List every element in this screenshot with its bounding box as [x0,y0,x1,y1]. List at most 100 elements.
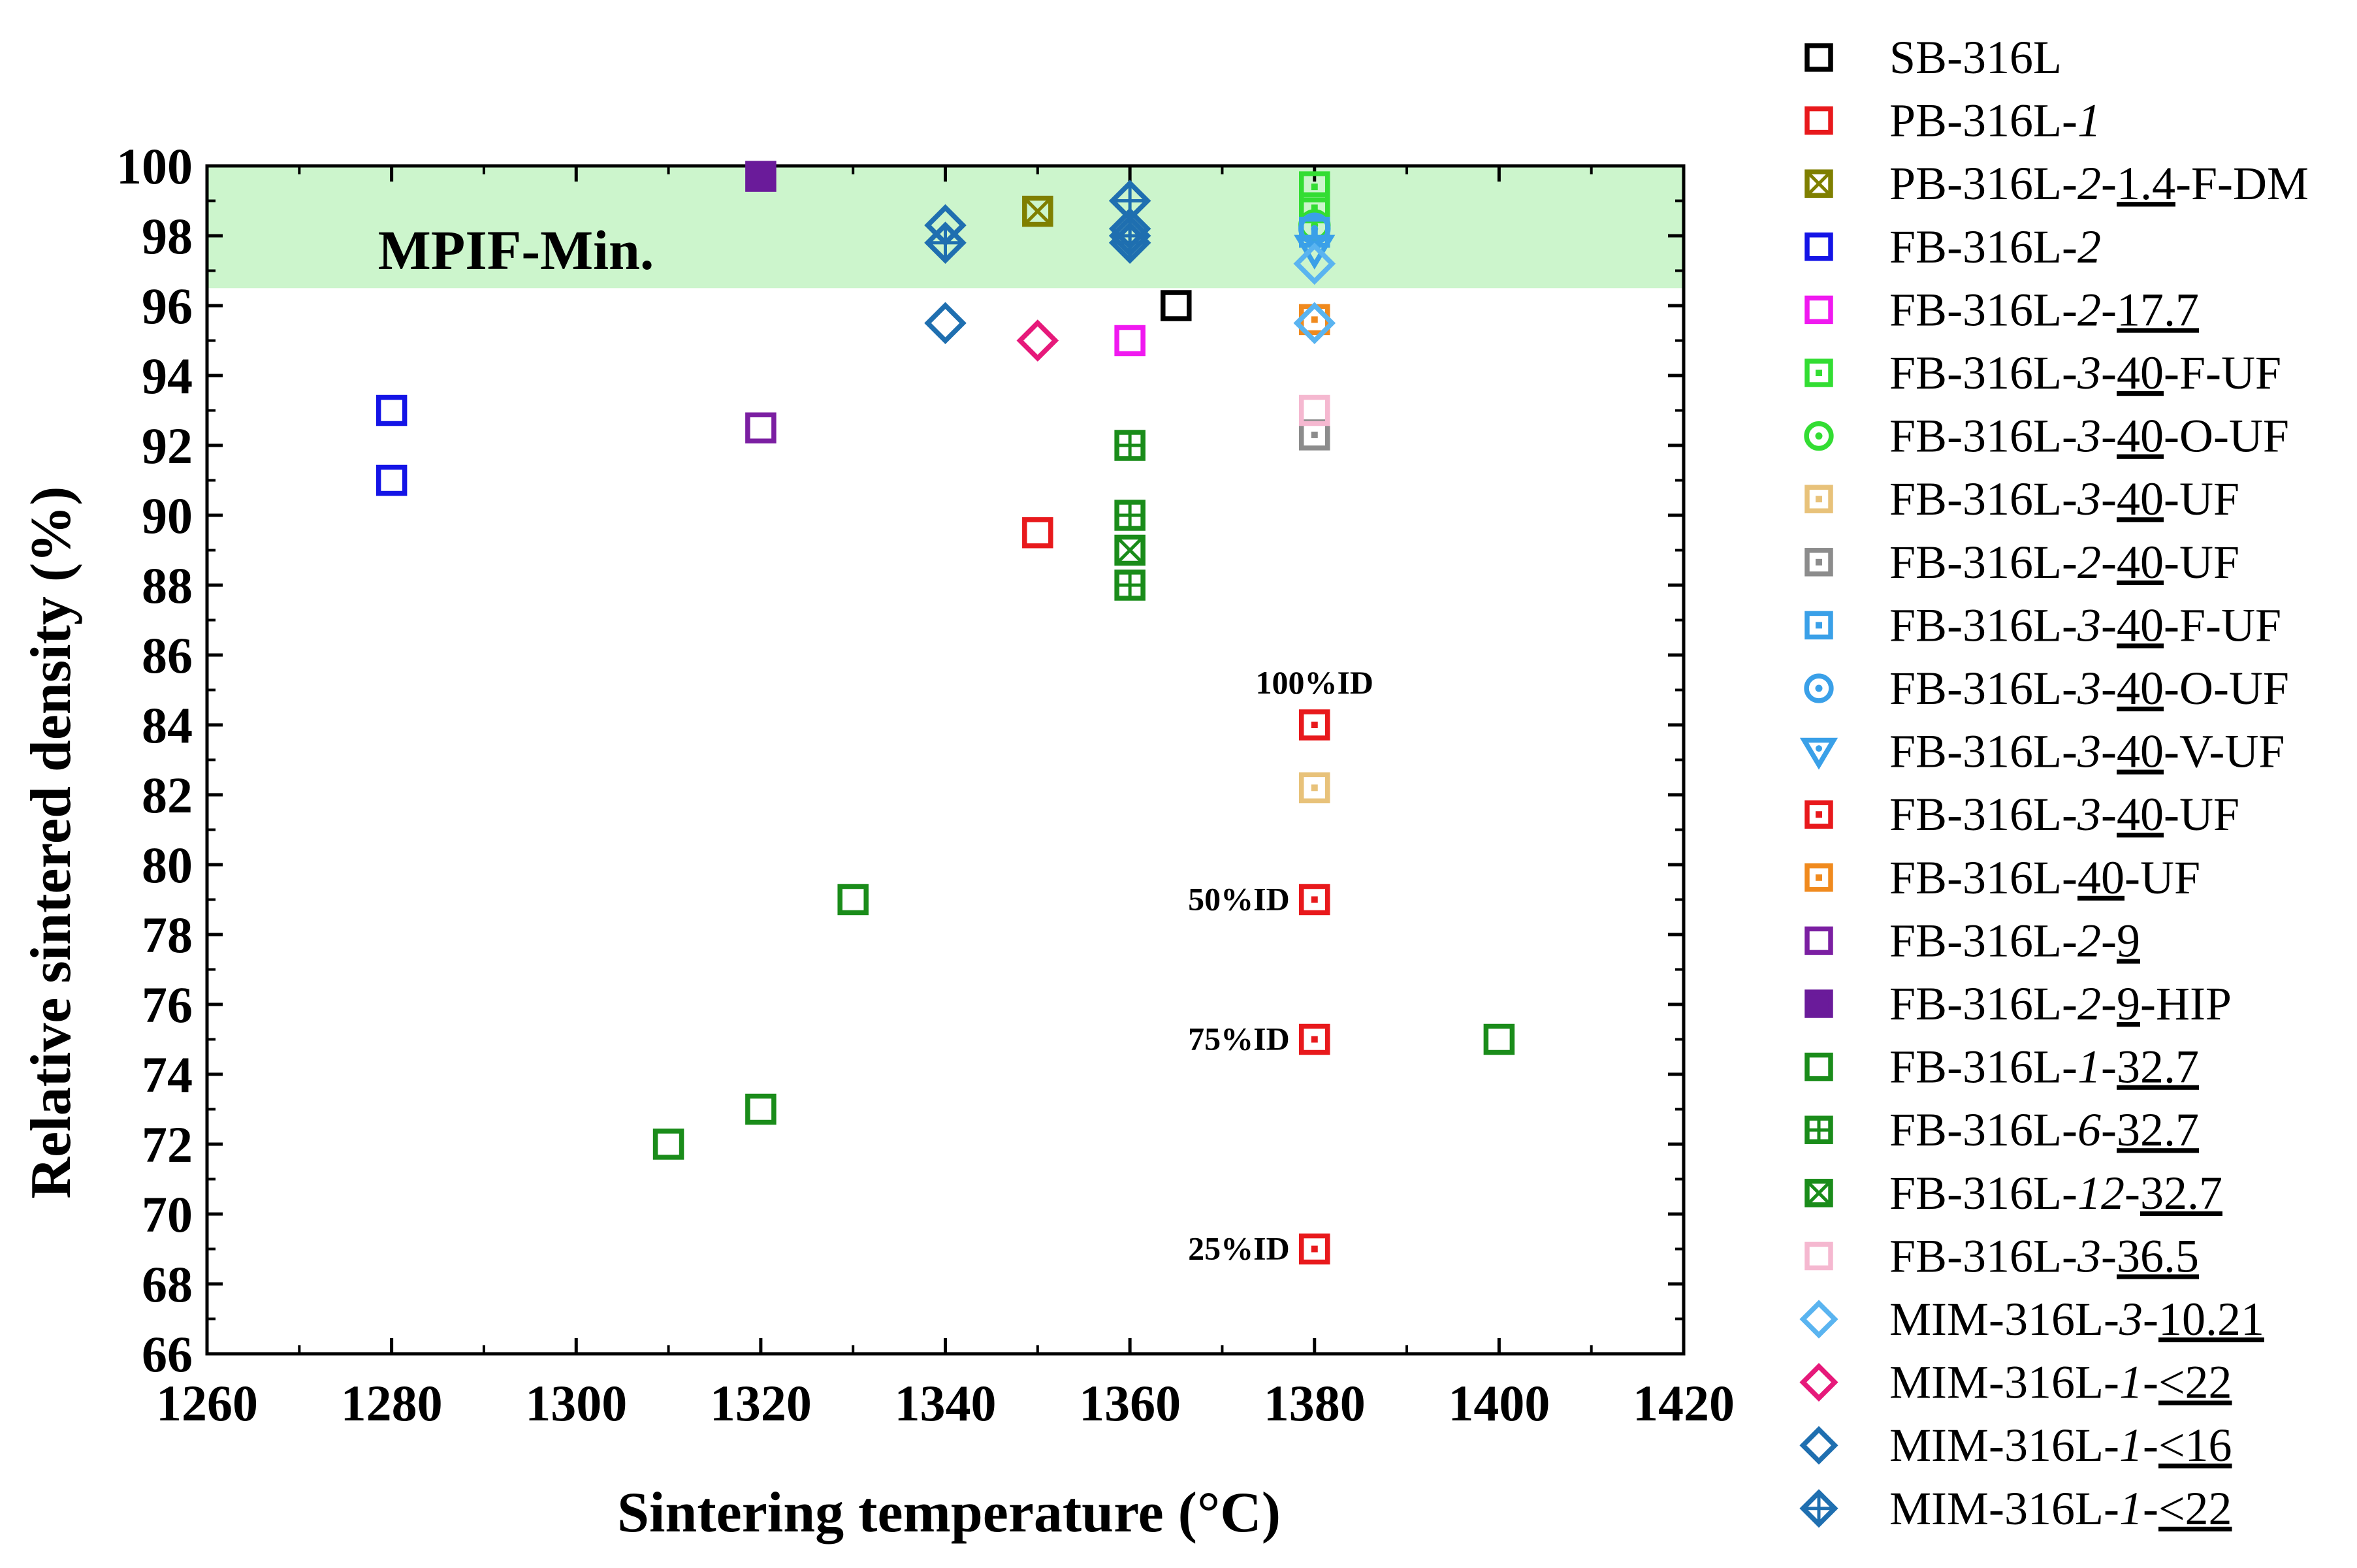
legend-marker [1804,359,1833,387]
legend-entry: MIM-316L-1-<16 [1889,1419,2232,1471]
data-point [1299,1233,1330,1265]
series-7 [1299,772,1330,804]
data-point [1114,569,1146,601]
legend-entry: MIM-316L-1-<22 [1889,1356,2232,1409]
y-tick-label: 100 [116,138,193,195]
legend-marker [1804,1179,1833,1208]
series-21 [1016,319,1059,362]
data-point [1161,290,1192,321]
series-2 [1022,195,1053,227]
legend-marker [1804,863,1833,892]
data-point [1299,772,1330,804]
data-point [376,394,408,426]
data-point [745,412,777,443]
data-point [1022,517,1053,549]
y-tick-label: 80 [142,837,193,893]
legend-entry: FB-316L-3-40-O-UF [1889,662,2289,714]
data-point [652,1128,684,1160]
legend-marker [1799,1489,1838,1528]
y-tick-label: 90 [142,487,193,544]
data-point [745,161,777,192]
x-tick-label: 1260 [156,1375,258,1432]
y-tick-label: 82 [142,767,193,824]
y-tick-label: 78 [142,906,193,963]
legend-entry: MIM-316L-3-10.21 [1889,1293,2264,1345]
legend-entry: PB-316L-2-1.4-F-DM [1889,157,2309,210]
x-tick-label: 1400 [1448,1375,1550,1432]
legend-marker [1804,1115,1833,1144]
legend-entry: FB-316L-2-40-UF [1889,536,2239,588]
legend-marker [1804,295,1833,325]
legend-entry: FB-316L-3-40-F-UF [1889,599,2281,651]
legend-entry: FB-316L-2-9-HIP [1889,978,2232,1030]
legend-marker [1804,989,1833,1018]
point-annotation: 50%ID [1188,881,1290,918]
series-17 [1114,430,1146,601]
y-tick-label: 76 [142,976,193,1033]
point-annotation: 100%ID [1255,664,1373,701]
data-point [1114,500,1146,531]
y-tick-label: 92 [142,417,193,474]
legend-marker [1804,1052,1833,1081]
legend-entry: FB-316L-3-40-F-UF [1889,347,2281,399]
legend-marker [1804,673,1834,703]
legend-entry: MIM-316L-1-<22 [1889,1482,2232,1535]
data-point [924,221,967,264]
data-point [1299,884,1330,916]
legend-marker [1799,1300,1838,1339]
series-12 [1299,709,1330,1265]
legend-entry: FB-316L-1-32.7 [1889,1041,2199,1093]
data-point [1016,319,1059,362]
x-tick-label: 1340 [895,1375,997,1432]
legend-marker [1804,1241,1833,1271]
data-point [837,884,869,916]
legend-entry: FB-316L-2-9 [1889,914,2140,967]
x-axis-label: Sintering temperature (°C) [617,1481,1281,1544]
y-tick-label: 86 [142,627,193,684]
legend-marker [1804,611,1833,640]
y-tick-label: 88 [142,557,193,614]
legend-marker [1804,800,1833,829]
legend-marker [1799,1362,1838,1402]
series-3 [376,394,408,496]
series-10 [1298,212,1331,246]
legend-entry: FB-316L-3-40-UF [1889,473,2239,525]
y-tick-label: 74 [142,1046,193,1103]
data-point [1293,302,1336,345]
annotations-layer: 100%ID 50%ID 75%ID 25%ID [1188,664,1373,1267]
data-point [1022,195,1053,227]
data-point [1299,709,1330,741]
series-19 [1299,394,1330,426]
series-14 [745,412,777,443]
legend-entry: FB-316L-2 [1889,221,2101,273]
series-0 [1161,290,1192,321]
point-annotation: 25%ID [1188,1230,1290,1267]
y-tick-label: 94 [142,347,193,404]
legend-entry: FB-316L-2-17.7 [1889,283,2199,336]
series-15 [745,161,777,192]
legend-marker [1799,1426,1838,1465]
data-point [376,464,408,496]
legend-entry: SB-316L [1889,31,2062,84]
legend-marker [1804,106,1833,135]
y-tick-label: 84 [142,697,193,754]
legend-entry: FB-316L-40-UF [1889,852,2200,904]
y-tick-label: 68 [142,1256,193,1313]
mpif-min-label: MPIF-Min. [378,219,654,281]
legend-marker [1799,737,1838,770]
x-tick-label: 1300 [525,1375,627,1432]
data-point [1299,1023,1330,1055]
data-point [1114,430,1146,461]
data-point [1299,394,1330,426]
series-1 [1022,517,1053,549]
data-point [1298,212,1331,246]
y-tick-label: 70 [142,1186,193,1243]
data-marks-layer [376,161,1515,1265]
legend-entry: PB-316L-1 [1889,95,2101,147]
legend-entry: FB-316L-3-40-O-UF [1889,410,2289,462]
x-tick-label: 1360 [1079,1375,1181,1432]
data-point [1108,221,1151,264]
data-point [1299,171,1330,202]
point-annotation: 75%ID [1188,1021,1290,1057]
